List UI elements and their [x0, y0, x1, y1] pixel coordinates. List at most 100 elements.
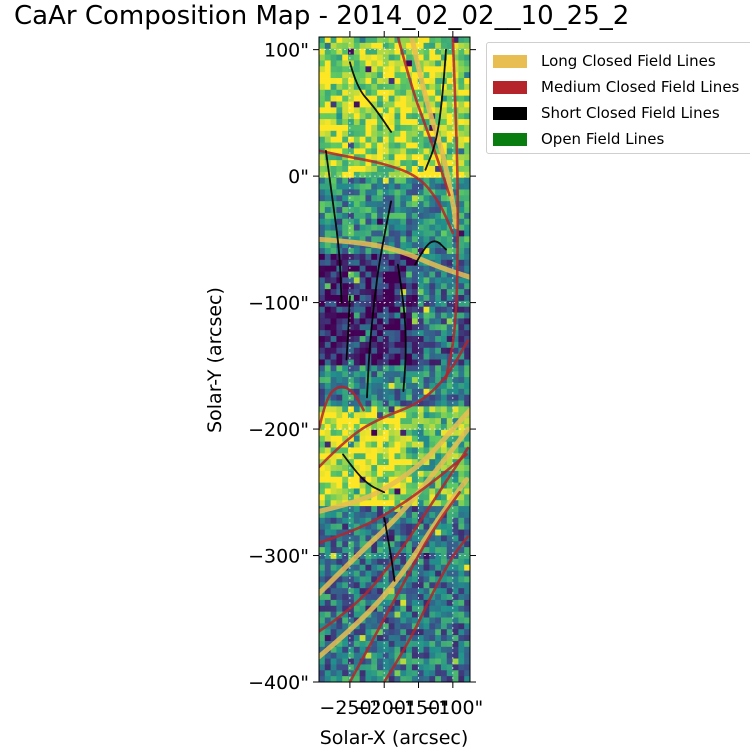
heatmap-cell [365, 558, 372, 566]
heatmap-cell [458, 171, 465, 179]
heatmap-cell [446, 594, 453, 601]
heatmap-cell [417, 271, 424, 278]
heatmap-cell [423, 500, 430, 507]
heatmap-cell [429, 271, 436, 278]
heatmap-cell [394, 253, 401, 261]
heatmap-cell [371, 54, 378, 61]
heatmap-cell [394, 494, 401, 501]
heatmap-cell [429, 541, 436, 548]
heatmap-cell [336, 230, 343, 237]
heatmap-cell [330, 371, 337, 378]
heatmap-cell [365, 195, 372, 202]
heatmap-cell [423, 218, 430, 226]
heatmap-cell [417, 365, 424, 372]
heatmap-cell [458, 599, 465, 607]
heatmap-cell [348, 253, 355, 261]
heatmap-cell [435, 482, 442, 489]
heatmap-cell [353, 289, 361, 296]
heatmap-cell [394, 582, 401, 589]
heatmap-cell [353, 594, 361, 601]
heatmap-cell [348, 218, 355, 226]
heatmap-cell [464, 640, 470, 648]
heatmap-cell [394, 371, 401, 378]
heatmap-cell [365, 160, 372, 167]
heatmap-cell [435, 676, 442, 682]
heatmap-cell [348, 148, 355, 155]
heatmap-cell [411, 271, 419, 278]
heatmap-cell [429, 418, 436, 425]
heatmap-cell [348, 101, 355, 108]
heatmap-cell [406, 341, 413, 349]
heatmap-cell [429, 535, 436, 542]
heatmap-cell [406, 406, 413, 413]
heatmap-cell [388, 447, 395, 454]
heatmap-cell [435, 212, 442, 220]
heatmap-cell [324, 400, 332, 407]
heatmap-cell [348, 658, 355, 665]
heatmap-cell [359, 511, 366, 519]
heatmap-cell [400, 130, 407, 138]
heatmap-cell [388, 359, 395, 366]
heatmap-cell [411, 476, 419, 484]
heatmap-cell [359, 382, 366, 390]
heatmap-cell [382, 594, 390, 601]
heatmap-cell [336, 306, 343, 313]
heatmap-cell [446, 119, 453, 126]
heatmap-cell [417, 529, 424, 536]
heatmap-cell [429, 60, 436, 67]
heatmap-cell [342, 406, 349, 413]
heatmap-cell [336, 224, 343, 231]
heatmap-cell [382, 353, 390, 360]
heatmap-cell [423, 136, 430, 143]
heatmap-cell [365, 412, 372, 419]
field-line-short [345, 295, 351, 361]
heatmap-cell [400, 72, 407, 79]
heatmap-cell [417, 424, 424, 431]
heatmap-cell [452, 230, 459, 237]
heatmap-cell [319, 424, 326, 431]
heatmap-cell [452, 189, 459, 196]
heatmap-cell [452, 576, 459, 583]
heatmap-cell [411, 78, 419, 85]
heatmap-cell [400, 629, 407, 636]
heatmap-cell [417, 283, 424, 290]
heatmap-cell [353, 189, 361, 196]
y-tick-label: 0" [288, 166, 309, 188]
heatmap-cell [377, 611, 384, 618]
heatmap-cell [353, 171, 361, 179]
heatmap-cell [336, 72, 343, 79]
heatmap-cell [388, 605, 395, 613]
heatmap-cell [371, 617, 378, 624]
heatmap-cell [423, 424, 430, 431]
heatmap-cell [429, 300, 436, 308]
heatmap-cell [371, 506, 378, 513]
heatmap-cell [464, 201, 470, 208]
heatmap-cell [382, 570, 390, 577]
field-line-medium [396, 37, 451, 197]
heatmap-cell [429, 54, 436, 61]
heatmap-cell [336, 488, 343, 495]
heatmap-cell [464, 511, 470, 519]
heatmap-cell [324, 465, 332, 472]
heatmap-cell [435, 429, 442, 437]
heatmap-cell [464, 66, 470, 73]
heatmap-cell [423, 541, 430, 548]
heatmap-cell [417, 318, 424, 325]
heatmap-cell [452, 259, 459, 267]
heatmap-cell [423, 523, 430, 530]
heatmap-cell [406, 306, 413, 313]
heatmap-cell [464, 242, 470, 249]
heatmap-cell [400, 488, 407, 495]
heatmap-cell [458, 447, 465, 454]
heatmap-cell [336, 465, 343, 472]
heatmap-cell [464, 500, 470, 507]
heatmap-cell [342, 242, 349, 249]
heatmap-cell [464, 611, 470, 618]
heatmap-cell [440, 652, 448, 659]
heatmap-cell [423, 78, 430, 85]
heatmap-cell [423, 54, 430, 61]
heatmap-cell [394, 295, 401, 302]
heatmap-cell [371, 283, 378, 290]
heatmap-cell [330, 646, 337, 654]
heatmap-cell [348, 429, 355, 437]
